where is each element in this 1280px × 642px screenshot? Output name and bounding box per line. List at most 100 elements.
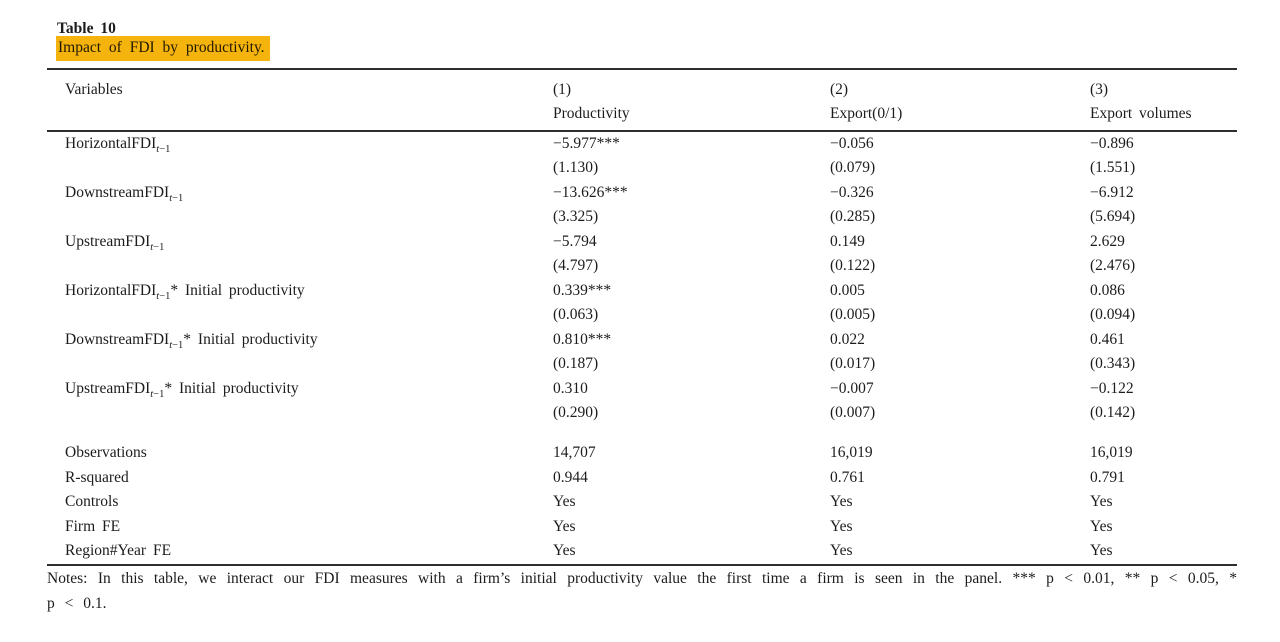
column-header-variables: Variables	[47, 69, 553, 132]
summary-label: R-squared	[65, 468, 129, 486]
regression-table: Variables (1) Productivity (2) Export(0/1)(…	[47, 68, 1237, 566]
table-notes: Notes: In this table, we interact our FD…	[47, 570, 1237, 612]
stderr-cell: (0.094)	[1090, 306, 1136, 324]
summary-cell: Yes	[830, 517, 853, 535]
summary-label: Firm FE	[65, 517, 121, 535]
stderr-cell: (0.343)	[1090, 355, 1136, 373]
coefficient-cell: 0.310	[553, 379, 588, 397]
summary-row: Firm FE Yes Yes Yes	[47, 515, 1237, 539]
stderr-cell: (1.551)	[1090, 159, 1136, 177]
summary-cell: Yes	[1090, 493, 1113, 511]
variable-subscript: t−1	[156, 144, 171, 156]
variable-label: HorizontalFDIt−1* Initial productivity	[65, 281, 305, 302]
coefficient-row: UpstreamFDIt−1* Initial productivity 0.31…	[47, 377, 1237, 401]
coefficient-cell: −0.896	[1090, 135, 1134, 152]
variable-subscript: t−1	[150, 241, 165, 253]
subscript-t: t	[169, 339, 173, 351]
summary-cell: Yes	[553, 542, 576, 560]
subscript-t: t	[150, 241, 154, 253]
summary-row: Observations 14,707 16,019 16,019	[47, 441, 1237, 465]
column-header-3: (3) Export volumes	[1090, 69, 1237, 132]
column-header-2: (2) Export(0/1)	[830, 69, 1090, 132]
coefficient-cell: −0.122	[1090, 379, 1134, 397]
summary-row: R-squared 0.944 0.761 0.791	[47, 466, 1237, 490]
coefficient-row: DownstreamFDIt−1 −13.626*** −0.326 −6.912	[47, 181, 1237, 205]
variable-subscript: t−1	[156, 290, 171, 302]
subscript-t: t	[156, 144, 160, 156]
stderr-row: (3.325) (0.285) (5.694)	[47, 205, 1237, 229]
header-row: Variables (1) Productivity (2) Export(0/1)(…	[47, 69, 1237, 132]
stderr-cell: (2.476)	[1090, 257, 1136, 275]
coefficient-row: DownstreamFDIt−1* Initial productivity 0.…	[47, 328, 1237, 352]
table-label: Table 10	[57, 20, 116, 37]
summary-label: Controls	[65, 493, 119, 511]
variable-subscript: t−1	[150, 388, 165, 400]
stderr-cell: (0.187)	[553, 355, 599, 373]
coefficient-cell: −13.626***	[553, 183, 628, 201]
summary-cell: Yes	[553, 517, 576, 535]
summary-label: Region#Year FE	[65, 542, 172, 560]
coefficient-cell: 0.339***	[553, 281, 612, 299]
stderr-label-empty	[47, 205, 553, 229]
stderr-label-empty	[47, 156, 553, 180]
coefficient-cell: 0.810***	[553, 330, 612, 348]
variables-label: Variables	[65, 81, 123, 98]
subscript-t: t	[156, 290, 160, 302]
variable-label: HorizontalFDIt−1	[65, 135, 171, 156]
coefficient-cell: 0.005	[830, 281, 865, 299]
stderr-row: (0.290) (0.007) (0.142)	[47, 401, 1237, 425]
stderr-row: (0.063) (0.005) (0.094)	[47, 303, 1237, 327]
coefficient-cell: −5.977***	[553, 135, 620, 152]
summary-row: Controls Yes Yes Yes	[47, 490, 1237, 514]
coefficient-cell: 0.022	[830, 330, 865, 348]
stderr-row: (0.187) (0.017) (0.343)	[47, 352, 1237, 376]
stderr-label-empty	[47, 254, 553, 278]
coefficient-cell: 0.086	[1090, 281, 1125, 299]
spacer-cell	[47, 425, 1237, 441]
coefficient-cell: 0.149	[830, 232, 865, 250]
stderr-label-empty	[47, 303, 553, 327]
column-name: Productivity	[553, 105, 630, 122]
coefficient-cell: −0.326	[830, 183, 874, 201]
table-body: HorizontalFDIt−1 −5.977*** −0.056 −0.896 (1.…	[47, 131, 1237, 565]
variable-label: UpstreamFDIt−1* Initial productivity	[65, 379, 299, 400]
coefficient-row: HorizontalFDIt−1 −5.977*** −0.056 −0.896	[47, 131, 1237, 156]
spacer-row	[47, 425, 1237, 441]
column-name: Export volumes	[1090, 105, 1192, 122]
stderr-cell: (0.122)	[830, 257, 876, 275]
coefficient-cell: 0.461	[1090, 330, 1125, 348]
summary-row: Region#Year FE Yes Yes Yes	[47, 539, 1237, 564]
column-number: (1)	[553, 81, 572, 98]
coefficient-cell: 2.629	[1090, 232, 1125, 250]
summary-cell: Yes	[830, 493, 853, 511]
variable-label: DownstreamFDIt−1	[65, 183, 184, 204]
stderr-cell: (0.063)	[553, 306, 599, 324]
coefficient-cell: −6.912	[1090, 183, 1134, 201]
variable-subscript: t−1	[169, 193, 184, 204]
column-number: (2)	[830, 81, 849, 98]
summary-cell: Yes	[1090, 517, 1113, 535]
stderr-cell: (0.142)	[1090, 403, 1136, 421]
column-number: (3)	[1090, 81, 1109, 98]
summary-cell: 14,707	[553, 444, 596, 462]
stderr-cell: (0.007)	[830, 403, 876, 421]
stderr-cell: (4.797)	[553, 257, 599, 275]
summary-cell: 16,019	[1090, 444, 1133, 462]
summary-cell: 0.761	[830, 468, 865, 486]
summary-cell: Yes	[553, 493, 576, 511]
table-caption-line: Impact of FDI by productivity.	[56, 36, 270, 61]
variable-label: UpstreamFDIt−1	[65, 232, 165, 253]
summary-cell: Yes	[830, 542, 853, 560]
coefficient-cell: −0.056	[830, 135, 874, 152]
variable-subscript: t−1	[169, 339, 184, 351]
summary-cell: 0.791	[1090, 468, 1125, 486]
stderr-cell: (0.005)	[830, 306, 876, 324]
stderr-cell: (0.079)	[830, 159, 876, 177]
stderr-label-empty	[47, 352, 553, 376]
stderr-cell: (0.290)	[553, 403, 599, 421]
stderr-cell: (1.130)	[553, 159, 599, 177]
stderr-cell: (5.694)	[1090, 208, 1136, 226]
stderr-cell: (0.017)	[830, 355, 876, 373]
table-caption-highlight: Impact of FDI by productivity.	[56, 36, 270, 61]
